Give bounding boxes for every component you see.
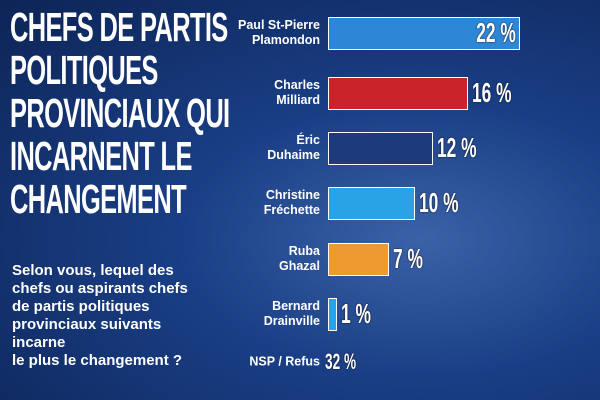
bar (328, 242, 390, 276)
value-label: 7 % (393, 243, 423, 274)
bar (328, 297, 337, 331)
chart-title: CHEFS DE PARTIS POLITIQUES PROVINCIAUX Q… (10, 4, 230, 222)
value-label: 32 % (325, 349, 357, 374)
bar (328, 186, 416, 220)
value-label: 22 % (476, 17, 516, 48)
bar (328, 131, 433, 165)
category-label: Charles Milliard (274, 78, 320, 107)
value-label: 10 % (419, 187, 459, 218)
category-label: Christine Fréchette (263, 188, 320, 217)
bar (328, 16, 520, 50)
bar (328, 76, 468, 110)
category-label: NSP / Refus (249, 354, 320, 369)
value-label: 16 % (471, 77, 512, 108)
category-label: Bernard Drainville (263, 299, 320, 328)
category-label: Paul St-Pierre Plamondon (238, 18, 320, 47)
value-label: 1 % (340, 298, 371, 329)
value-label: 12 % (436, 132, 477, 163)
category-label: Éric Duhaime (267, 133, 320, 162)
category-label: Ruba Ghazal (279, 244, 320, 273)
chart-subtitle: Selon vous, lequel des chefs ou aspirant… (12, 262, 188, 369)
